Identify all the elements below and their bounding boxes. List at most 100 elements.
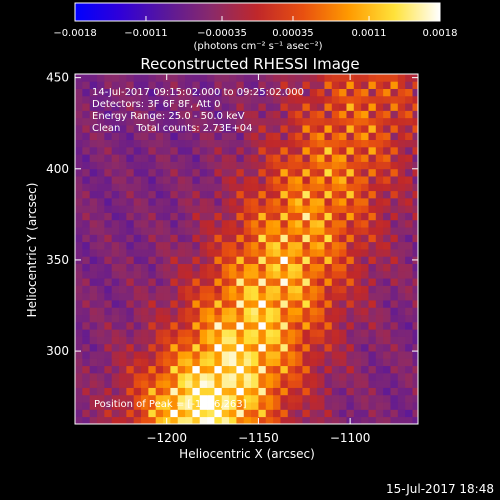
image-pixel bbox=[324, 307, 333, 316]
image-pixel bbox=[339, 212, 347, 221]
image-pixel bbox=[353, 117, 362, 126]
image-pixel bbox=[236, 402, 245, 410]
y-tick-label: 450 bbox=[46, 71, 69, 85]
image-pixel bbox=[82, 358, 91, 367]
image-pixel bbox=[185, 307, 193, 316]
image-pixel bbox=[405, 88, 413, 97]
image-pixel bbox=[119, 358, 127, 367]
image-pixel bbox=[111, 416, 120, 424]
image-pixel bbox=[287, 132, 296, 141]
image-pixel bbox=[111, 329, 120, 337]
image-pixel bbox=[148, 336, 157, 345]
image-pixel bbox=[287, 139, 296, 148]
image-pixel bbox=[324, 95, 333, 104]
image-pixel bbox=[126, 343, 135, 352]
image-pixel bbox=[390, 372, 399, 381]
image-pixel bbox=[295, 263, 303, 272]
image-pixel bbox=[258, 329, 267, 337]
image-pixel bbox=[229, 168, 237, 177]
image-pixel bbox=[280, 154, 289, 162]
image-pixel bbox=[155, 307, 164, 316]
image-pixel bbox=[353, 343, 362, 352]
image-pixel bbox=[75, 336, 83, 345]
image-pixel bbox=[221, 300, 230, 308]
image-pixel bbox=[221, 205, 230, 213]
image-pixel bbox=[368, 372, 377, 381]
image-pixel bbox=[199, 183, 208, 192]
image-pixel bbox=[104, 234, 113, 243]
image-pixel bbox=[287, 219, 296, 228]
image-pixel bbox=[236, 125, 245, 133]
image-pixel bbox=[89, 205, 98, 213]
image-pixel bbox=[412, 88, 418, 97]
image-pixel bbox=[119, 88, 127, 97]
image-pixel bbox=[163, 351, 171, 359]
image-pixel bbox=[331, 74, 340, 82]
image-pixel bbox=[104, 168, 113, 177]
image-pixel bbox=[119, 190, 127, 199]
image-pixel bbox=[295, 256, 303, 264]
image-pixel bbox=[397, 263, 406, 272]
image-pixel bbox=[133, 241, 142, 250]
image-pixel bbox=[243, 409, 252, 418]
image-pixel bbox=[214, 161, 223, 170]
image-pixel bbox=[302, 329, 311, 337]
image-pixel bbox=[368, 88, 377, 97]
image-pixel bbox=[214, 343, 223, 352]
image-pixel bbox=[397, 103, 406, 111]
image-pixel bbox=[280, 241, 289, 250]
image-pixel bbox=[405, 146, 413, 155]
image-pixel bbox=[177, 103, 186, 111]
image-pixel bbox=[273, 321, 281, 330]
image-pixel bbox=[302, 314, 311, 323]
image-pixel bbox=[405, 117, 413, 126]
image-pixel bbox=[412, 132, 418, 141]
image-pixel bbox=[155, 190, 164, 199]
image-pixel bbox=[75, 394, 83, 403]
image-pixel bbox=[163, 117, 171, 126]
image-pixel bbox=[361, 409, 369, 418]
image-pixel bbox=[207, 409, 215, 418]
image-pixel bbox=[251, 227, 259, 235]
image-pixel bbox=[111, 263, 120, 272]
image-pixel bbox=[383, 197, 391, 206]
image-pixel bbox=[89, 270, 98, 279]
image-pixel bbox=[375, 314, 384, 323]
image-pixel bbox=[375, 146, 384, 155]
image-pixel bbox=[141, 380, 149, 388]
image-pixel bbox=[412, 380, 418, 388]
image-pixel bbox=[405, 110, 413, 119]
image-pixel bbox=[75, 270, 83, 279]
image-pixel bbox=[353, 372, 362, 381]
image-pixel bbox=[133, 351, 142, 359]
image-pixel bbox=[177, 394, 186, 403]
image-pixel bbox=[148, 197, 157, 206]
image-pixel bbox=[346, 300, 355, 308]
image-pixel bbox=[309, 117, 318, 126]
image-pixel bbox=[397, 197, 406, 206]
image-pixel bbox=[265, 132, 274, 141]
image-pixel bbox=[280, 125, 289, 133]
image-pixel bbox=[185, 88, 193, 97]
image-pixel bbox=[346, 336, 355, 345]
image-pixel bbox=[265, 380, 274, 388]
image-pixel bbox=[390, 241, 399, 250]
image-pixel bbox=[192, 336, 201, 345]
image-pixel bbox=[133, 402, 142, 410]
image-pixel bbox=[75, 132, 83, 141]
image-pixel bbox=[383, 74, 391, 82]
image-pixel bbox=[229, 95, 237, 104]
image-pixel bbox=[397, 292, 406, 301]
image-pixel bbox=[405, 380, 413, 388]
image-pixel bbox=[361, 343, 369, 352]
image-pixel bbox=[104, 372, 113, 381]
image-pixel bbox=[383, 234, 391, 243]
image-pixel bbox=[302, 256, 311, 264]
image-pixel bbox=[89, 146, 98, 155]
image-pixel bbox=[148, 88, 157, 97]
image-pixel bbox=[236, 176, 245, 184]
image-pixel bbox=[258, 387, 267, 396]
image-pixel bbox=[353, 329, 362, 337]
image-pixel bbox=[199, 278, 208, 286]
image-pixel bbox=[390, 176, 399, 184]
